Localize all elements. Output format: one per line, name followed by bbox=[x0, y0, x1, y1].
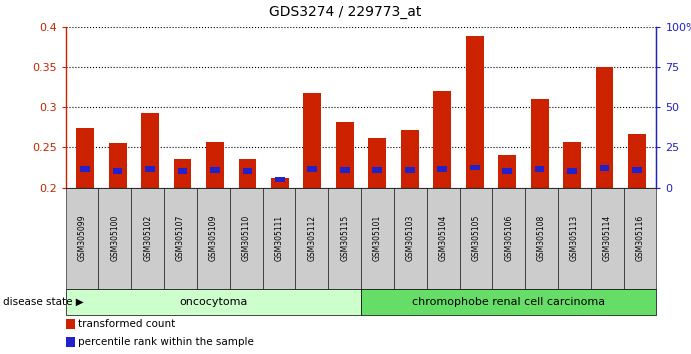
Bar bbox=[307, 166, 317, 172]
Text: disease state ▶: disease state ▶ bbox=[3, 297, 84, 307]
Bar bbox=[405, 167, 415, 173]
Bar bbox=[108, 143, 126, 188]
Bar bbox=[206, 142, 224, 188]
Bar bbox=[372, 167, 382, 173]
Text: GSM305112: GSM305112 bbox=[307, 215, 316, 261]
Text: GSM305110: GSM305110 bbox=[242, 215, 251, 261]
Bar bbox=[368, 138, 386, 188]
Text: GDS3274 / 229773_at: GDS3274 / 229773_at bbox=[269, 5, 422, 19]
Bar bbox=[466, 36, 484, 188]
Bar bbox=[238, 159, 256, 188]
Text: GSM305116: GSM305116 bbox=[636, 215, 645, 261]
Text: GSM305100: GSM305100 bbox=[111, 215, 120, 261]
Text: GSM305099: GSM305099 bbox=[77, 215, 86, 261]
Text: transformed count: transformed count bbox=[78, 319, 176, 329]
Text: GSM305104: GSM305104 bbox=[439, 215, 448, 261]
Bar bbox=[531, 99, 549, 188]
Bar bbox=[401, 130, 419, 188]
Bar bbox=[76, 128, 94, 188]
Text: GSM305113: GSM305113 bbox=[570, 215, 579, 261]
Bar bbox=[340, 167, 350, 173]
Bar bbox=[178, 168, 187, 173]
Bar bbox=[498, 155, 516, 188]
Bar bbox=[563, 142, 581, 188]
Text: chromophobe renal cell carcinoma: chromophobe renal cell carcinoma bbox=[413, 297, 605, 307]
Text: GSM305108: GSM305108 bbox=[537, 215, 546, 261]
Text: GSM305107: GSM305107 bbox=[176, 215, 185, 261]
Text: GSM305103: GSM305103 bbox=[406, 215, 415, 261]
Bar bbox=[210, 167, 220, 173]
Bar bbox=[535, 166, 545, 172]
Text: GSM305102: GSM305102 bbox=[143, 215, 152, 261]
Bar bbox=[271, 178, 289, 188]
Bar bbox=[470, 165, 480, 170]
Text: GSM305114: GSM305114 bbox=[603, 215, 612, 261]
Bar bbox=[80, 166, 90, 172]
Bar bbox=[567, 168, 577, 173]
Text: GSM305111: GSM305111 bbox=[274, 215, 283, 261]
Text: GSM305105: GSM305105 bbox=[471, 215, 480, 261]
Text: GSM305115: GSM305115 bbox=[340, 215, 349, 261]
Text: GSM305106: GSM305106 bbox=[504, 215, 513, 261]
Bar bbox=[113, 168, 122, 173]
Bar bbox=[502, 168, 512, 173]
Bar bbox=[433, 91, 451, 188]
Bar bbox=[632, 167, 642, 173]
Bar bbox=[173, 159, 191, 188]
Bar bbox=[275, 177, 285, 182]
Text: GSM305109: GSM305109 bbox=[209, 215, 218, 261]
Text: oncocytoma: oncocytoma bbox=[179, 297, 247, 307]
Text: GSM305101: GSM305101 bbox=[373, 215, 382, 261]
Bar bbox=[336, 122, 354, 188]
Bar bbox=[141, 113, 159, 188]
Bar bbox=[303, 93, 321, 188]
Bar bbox=[628, 134, 646, 188]
Text: percentile rank within the sample: percentile rank within the sample bbox=[78, 337, 254, 347]
Bar bbox=[145, 166, 155, 172]
Bar bbox=[243, 168, 252, 173]
Bar bbox=[600, 165, 609, 171]
Bar bbox=[437, 166, 447, 172]
Bar bbox=[596, 67, 614, 188]
